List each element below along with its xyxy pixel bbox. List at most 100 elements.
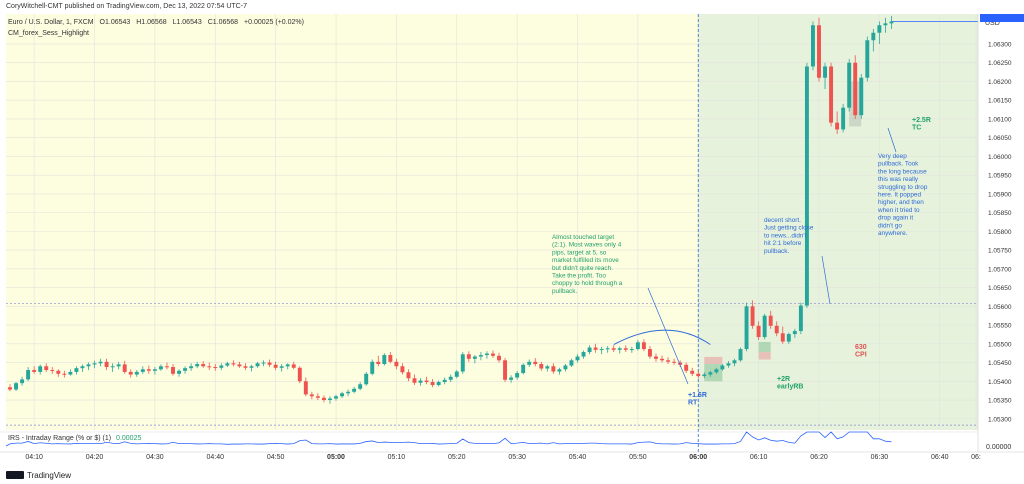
annotation-note: +1.6R RT (688, 392, 707, 407)
candle-body (551, 366, 556, 372)
candle-body (798, 305, 803, 332)
candle-body (545, 366, 550, 369)
last-price-tag (980, 14, 1024, 22)
candle-body (321, 397, 326, 401)
candle-body (104, 361, 109, 368)
candle-body (515, 373, 520, 378)
annotation-note: 630 CPI (855, 344, 867, 359)
candle-body (128, 371, 133, 375)
time-tick-label: 06:40 (931, 454, 949, 461)
candle-body (641, 342, 646, 350)
candle-body (478, 355, 483, 357)
candle-body (146, 369, 151, 371)
candle-body (829, 66, 834, 123)
chart-grid (6, 14, 978, 430)
time-tick-label: 06: (971, 454, 981, 461)
candle-body (370, 361, 375, 374)
candle-body (412, 378, 417, 383)
candle-body (774, 325, 779, 334)
footer: TradingView (0, 466, 1024, 484)
price-tick-label: 1.05800 (988, 229, 1012, 236)
footer-brand: TradingView (27, 470, 72, 480)
candle-body (853, 62, 858, 116)
candle-body (847, 62, 852, 108)
annotations: Almost touched target (2:1). Most waves o… (552, 117, 931, 407)
annotation-arrows (613, 127, 897, 385)
candle-body (569, 360, 574, 366)
candle-body (690, 370, 695, 374)
candle-body (267, 362, 272, 365)
price-axis[interactable]: 1.06300 1.06250 1.06200 1.06150 1.06100 1.060… (977, 14, 1012, 452)
candle-body (732, 360, 737, 364)
candle-body (436, 382, 441, 386)
candle-body (780, 333, 785, 342)
time-tick-label: 05:50 (629, 454, 647, 461)
candle-body (460, 354, 465, 372)
candle-body (871, 32, 876, 41)
time-axis[interactable]: 04:10 04:20 04:30 04:40 04:50 05:00 05:10 05:20… (0, 451, 1024, 461)
price-tick-label: 1.05750 (988, 248, 1012, 255)
candle-body (563, 365, 568, 370)
arrow-pullback (887, 127, 897, 153)
candle-body (50, 370, 55, 372)
candle-body (575, 356, 580, 361)
candle-body (207, 366, 212, 368)
candle-body (8, 387, 12, 390)
candle-body (738, 349, 743, 361)
candle-body (491, 353, 495, 356)
candle-body (201, 364, 206, 367)
candle-body (877, 25, 882, 33)
time-tick-label: 04:30 (146, 454, 164, 461)
candle-body (171, 367, 175, 374)
candle-body (152, 369, 157, 371)
session-backgrounds (6, 14, 978, 430)
candle-body (183, 368, 188, 371)
price-tick-label: 1.05650 (988, 285, 1012, 292)
candle-body (605, 348, 610, 350)
candle-body (20, 379, 25, 384)
price-chart[interactable]: Euro / U.S. Dollar, 1, FXCM O1.06543 H1.… (0, 0, 1024, 466)
candle-body (623, 348, 628, 350)
price-tick-label: 1.05600 (988, 304, 1012, 311)
candle-body (243, 366, 248, 368)
candle-body (466, 354, 471, 359)
time-tick-label: 05:20 (448, 454, 466, 461)
candle-body (261, 362, 266, 364)
candle-body (382, 355, 387, 365)
indicator-legend: CM_forex_Sess_Highlight (8, 30, 89, 37)
price-tick-label: 1.05400 (988, 379, 1012, 386)
candle-body (80, 366, 85, 369)
candle-body (593, 347, 598, 350)
price-tick-label: 1.05700 (988, 266, 1012, 273)
candle-body (557, 369, 562, 372)
candle-body (122, 364, 127, 372)
annotation-note: Almost touched target (2:1). Most waves o… (552, 234, 623, 295)
swing-curve (613, 329, 711, 345)
candle-body (32, 370, 37, 372)
candle-body (165, 366, 169, 368)
candle-body (364, 373, 369, 385)
candle-body (237, 364, 242, 367)
candle-body (635, 342, 640, 350)
candle-body (340, 393, 345, 397)
candle-body (309, 394, 314, 397)
time-tick-label: 05:00 (327, 454, 345, 461)
candle-body (56, 370, 61, 374)
price-tick-label: 1.06300 (988, 41, 1012, 48)
candle-body (708, 372, 713, 375)
candle-body (177, 370, 182, 374)
irs-line (5, 431, 892, 447)
candle-body (841, 107, 846, 130)
candle-body (823, 66, 827, 78)
price-tick-label: 1.06150 (988, 98, 1012, 105)
candle-body (195, 364, 200, 367)
candle-body (527, 361, 532, 365)
candle-body (388, 355, 393, 362)
candle-body (859, 77, 864, 116)
candle-body (768, 315, 773, 326)
candle-body (158, 366, 163, 370)
candle-body (503, 360, 508, 380)
candle-body (587, 347, 592, 353)
candle-body (817, 25, 821, 78)
candle-body (418, 380, 423, 383)
